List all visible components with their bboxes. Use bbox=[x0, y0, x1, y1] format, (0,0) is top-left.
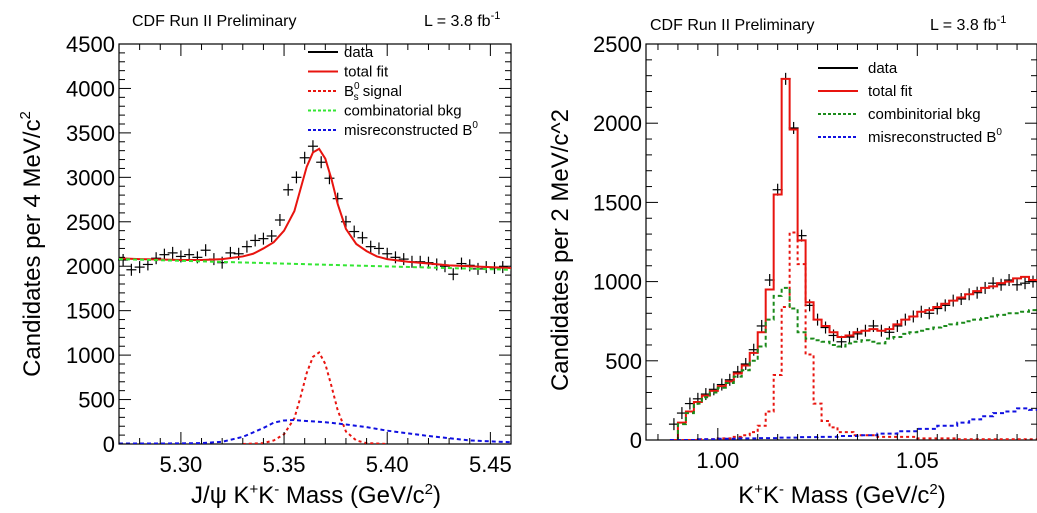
left-data-point bbox=[349, 225, 360, 238]
left-legend-label: B0 s signal bbox=[344, 81, 402, 103]
left-legend-label: total fit bbox=[344, 64, 389, 81]
left-data-point bbox=[225, 246, 236, 259]
left-y-tick-label: 3500 bbox=[66, 121, 115, 146]
left-data-point bbox=[299, 151, 310, 164]
right-y-tick-label: 1000 bbox=[593, 270, 642, 295]
left-y-tick-label: 4000 bbox=[66, 76, 115, 101]
right-y-tick-label: 2000 bbox=[593, 111, 642, 136]
left-legend-label: misreconstructed B0 bbox=[344, 120, 478, 139]
left-panel: CDF Run II Preliminary L = 3.8 fb-1 0 500… bbox=[17, 10, 512, 509]
left-y-tick-label: 0 bbox=[103, 432, 115, 457]
left-series-signal bbox=[242, 350, 388, 444]
left-data-point bbox=[241, 240, 252, 253]
left-x-axis-title: J/ψ K+K- Mass (GeV/c2) bbox=[191, 481, 441, 509]
left-x-tick-label: 5.30 bbox=[159, 452, 202, 477]
right-plot-frame bbox=[645, 43, 1037, 441]
left-x-tick-label: 5.35 bbox=[263, 452, 306, 477]
right-panel: CDF Run II Preliminary L = 3.8 fb-1 0 500… bbox=[547, 14, 1037, 509]
left-data-point bbox=[274, 214, 285, 226]
left-series-combinatorial-bkg bbox=[119, 258, 511, 271]
right-y-tick-label: 2500 bbox=[593, 32, 642, 57]
right-header-title: CDF Run II Preliminary bbox=[650, 17, 814, 34]
right-y-tick-label: 1500 bbox=[593, 190, 642, 215]
right-series-signal bbox=[669, 231, 1037, 440]
left-data-point bbox=[167, 246, 178, 259]
left-data-point bbox=[283, 183, 294, 196]
left-data-point bbox=[373, 242, 384, 255]
right-legend: data total fit combinitorial bkg misreconst… bbox=[818, 60, 1002, 146]
left-x-tick-label: 5.40 bbox=[366, 452, 409, 477]
left-legend-label: data bbox=[344, 44, 374, 61]
left-data-point bbox=[200, 244, 211, 257]
left-data-point bbox=[134, 261, 145, 274]
left-series-misreconstructed bbox=[119, 418, 511, 444]
left-data-point bbox=[448, 268, 459, 281]
left-data-point bbox=[184, 248, 195, 261]
right-data-point bbox=[1012, 278, 1023, 291]
right-legend-label: misreconstructed B0 bbox=[868, 127, 1002, 146]
right-y-tick-label: 0 bbox=[630, 428, 642, 453]
left-data-point bbox=[126, 263, 137, 276]
left-data-point bbox=[357, 231, 368, 244]
right-x-tick-label: 1.05 bbox=[896, 448, 939, 473]
left-data-point bbox=[390, 251, 401, 264]
left-y-axis-title: Candidates per 4 MeV/c2 bbox=[17, 111, 46, 377]
left-data-point bbox=[398, 253, 409, 266]
left-data-point bbox=[258, 232, 269, 245]
right-x-tick-label: 1.00 bbox=[696, 448, 739, 473]
left-y-tick-label: 1000 bbox=[66, 343, 115, 368]
right-legend-label: total fit bbox=[868, 83, 913, 100]
right-x-axis-title: K+K- Mass (GeV/c2) bbox=[738, 481, 946, 509]
right-legend-label: data bbox=[868, 60, 898, 77]
left-y-tick-label: 2000 bbox=[66, 254, 115, 279]
left-series-total-fit bbox=[119, 147, 511, 269]
left-data-point bbox=[382, 247, 393, 260]
right-series-total-fit bbox=[669, 77, 1037, 440]
left-y-tick-label: 1500 bbox=[66, 299, 115, 324]
right-y-tick-label: 500 bbox=[605, 349, 642, 374]
left-y-tick-label: 2500 bbox=[66, 210, 115, 235]
left-data-point bbox=[456, 257, 467, 270]
left-legend-label: combinatorial bkg bbox=[344, 103, 462, 120]
right-legend-label: combinitorial bkg bbox=[868, 106, 981, 123]
left-data-point bbox=[250, 234, 261, 247]
right-series-misreconstructed bbox=[669, 407, 1037, 440]
right-header-lumi: L = 3.8 fb-1 bbox=[930, 14, 1006, 34]
right-y-axis-title: Candidates per 2 MeV/c^2 bbox=[547, 109, 574, 391]
left-data-point bbox=[151, 252, 162, 265]
left-data-point bbox=[291, 171, 302, 184]
left-header-lumi: L = 3.8 fb-1 bbox=[424, 10, 500, 30]
left-x-tick-label: 5.45 bbox=[469, 452, 512, 477]
left-data-point bbox=[307, 140, 318, 153]
left-data-point bbox=[316, 156, 327, 169]
left-data-point bbox=[266, 230, 277, 242]
left-data-point bbox=[365, 240, 376, 253]
left-y-tick-label: 500 bbox=[78, 388, 115, 413]
right-series-combinatorial-bkg bbox=[669, 286, 1037, 440]
right-data-point bbox=[1020, 277, 1031, 290]
left-plot-frame bbox=[118, 43, 512, 445]
left-header-title: CDF Run II Preliminary bbox=[132, 13, 296, 30]
left-y-tick-label: 3000 bbox=[66, 165, 115, 190]
left-y-tick-label: 4500 bbox=[66, 32, 115, 57]
